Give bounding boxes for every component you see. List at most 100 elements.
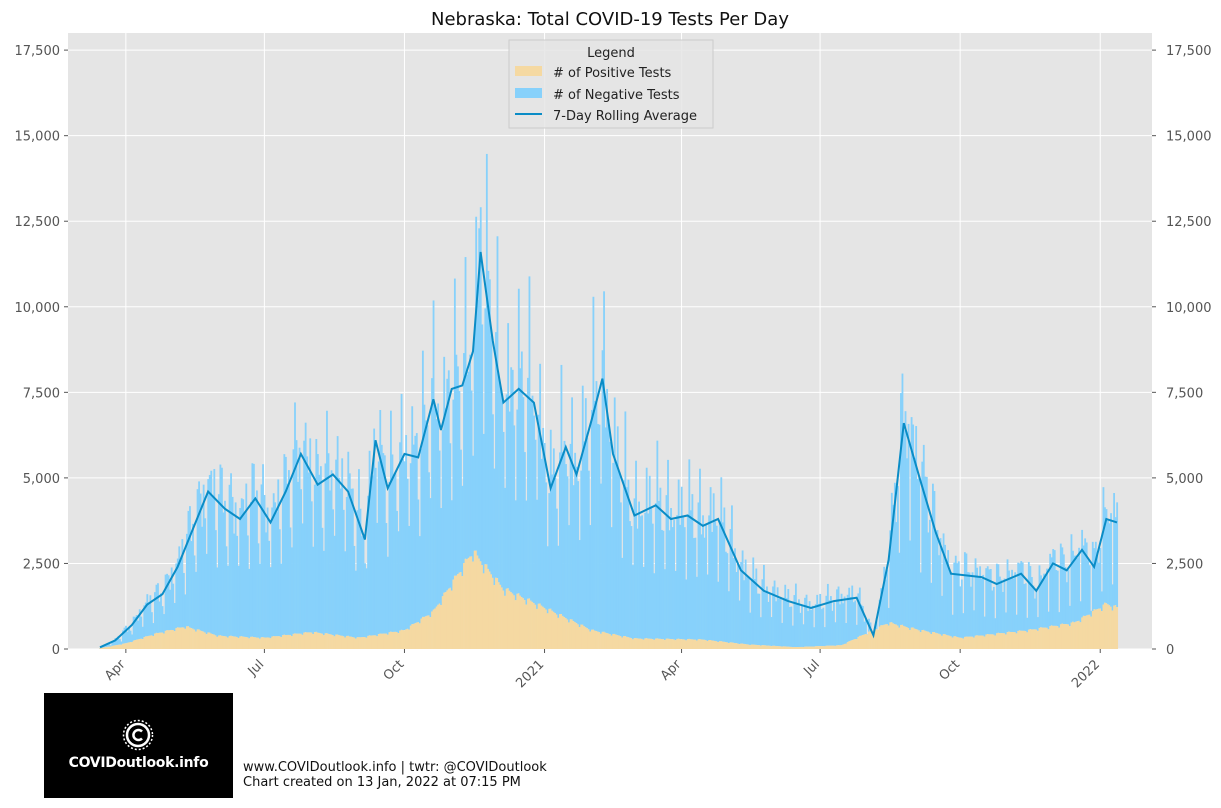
bar-positive [511, 593, 514, 649]
bar-negative [119, 639, 121, 645]
bar-negative [1038, 565, 1041, 628]
bar-positive [402, 630, 405, 649]
bar-negative [951, 614, 954, 638]
bar-negative [386, 556, 389, 635]
bar-positive [738, 644, 741, 649]
bar-negative [910, 417, 913, 628]
bar-positive [440, 605, 443, 649]
bar-positive [983, 636, 986, 649]
bar-negative [731, 505, 733, 643]
bar-negative [426, 425, 429, 616]
bar-positive [892, 623, 895, 649]
bar-negative [268, 540, 271, 638]
bar-negative [292, 449, 295, 634]
bar-negative [571, 397, 573, 620]
bar-positive [306, 632, 309, 649]
bar-negative [895, 522, 898, 625]
bar-negative [207, 479, 210, 633]
legend-swatch-negative [515, 88, 542, 98]
bar-negative [543, 442, 546, 608]
bar-negative [115, 638, 118, 646]
y-tick-label-right: 15,000 [1166, 130, 1212, 145]
bar-negative [661, 529, 663, 640]
bar-positive [460, 572, 462, 649]
bar-positive [732, 642, 735, 649]
bar-positive [936, 633, 939, 649]
bar-negative [551, 474, 554, 611]
bar-negative [627, 479, 630, 638]
bar-positive [467, 557, 470, 649]
bar-negative [295, 440, 298, 634]
bar-negative [316, 454, 319, 633]
bar-positive [737, 643, 739, 649]
bar-negative [122, 630, 124, 644]
bar-positive [307, 632, 310, 649]
bar-negative [1053, 550, 1056, 626]
bar-positive [924, 630, 927, 649]
bar-negative [473, 332, 476, 551]
bar-negative [802, 624, 805, 648]
bar-positive [409, 625, 412, 649]
bar-positive [895, 624, 898, 649]
bar-negative [411, 406, 414, 625]
bar-positive [852, 639, 855, 649]
bar-positive [965, 636, 968, 649]
bar-negative [112, 640, 115, 646]
bar-positive [391, 631, 394, 649]
bar-positive [542, 606, 545, 649]
bar-positive [520, 597, 523, 649]
bar-positive [1096, 609, 1099, 649]
bar-negative [919, 572, 922, 633]
bar-negative [342, 509, 345, 637]
bar-negative [890, 492, 893, 623]
bar-positive [633, 638, 636, 649]
bar-positive [429, 617, 432, 649]
bar-negative [778, 598, 781, 647]
bar-positive [284, 634, 287, 649]
bar-negative [231, 496, 234, 637]
bar-negative [726, 553, 729, 643]
bar-negative [1037, 617, 1039, 631]
bar-negative [537, 414, 540, 604]
bar-positive [1085, 615, 1088, 649]
footer-links: www.COVIDoutlook.info | twtr: @COVIDoutl… [243, 760, 547, 775]
bar-positive [1065, 624, 1068, 649]
bar-positive [642, 639, 645, 649]
bar-negative [801, 605, 803, 647]
bar-negative [584, 398, 587, 628]
bar-positive [959, 637, 962, 649]
bar-positive [383, 633, 386, 649]
bar-positive [243, 636, 246, 649]
bar-negative [861, 606, 864, 636]
bar-positive [632, 639, 634, 649]
bar-positive [703, 639, 706, 649]
bar-positive [173, 631, 176, 649]
bar-positive [347, 635, 350, 649]
bar-negative [327, 453, 330, 634]
bar-positive [380, 633, 383, 649]
bar-negative [106, 642, 109, 647]
bar-positive [195, 631, 197, 649]
bar-positive [213, 634, 216, 649]
bar-positive [336, 634, 339, 649]
bar-positive [577, 624, 580, 649]
bar-positive [699, 639, 701, 649]
bar-negative [1015, 614, 1018, 634]
bar-positive [729, 642, 732, 649]
bar-positive [562, 615, 564, 649]
bar-positive [572, 621, 575, 649]
bar-negative [428, 472, 430, 616]
bar-positive [370, 635, 373, 649]
bar-positive [1027, 629, 1030, 649]
bar-positive [997, 632, 1000, 649]
bar-negative [967, 572, 969, 637]
bar-negative [709, 487, 712, 641]
bar-positive [881, 625, 884, 649]
bar-negative [138, 609, 141, 639]
bar-positive [784, 646, 787, 649]
bar-negative [146, 594, 149, 637]
bar-positive [123, 643, 126, 649]
bar-positive [476, 555, 479, 649]
bar-positive [99, 648, 102, 649]
bar-positive [995, 633, 998, 649]
